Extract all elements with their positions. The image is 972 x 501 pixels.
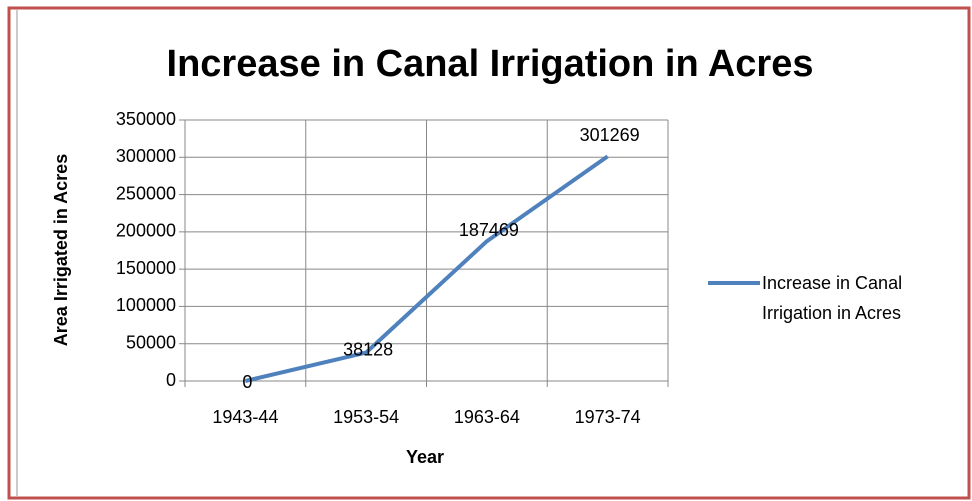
y-tick-label: 100000: [116, 295, 176, 315]
data-label: 187469: [459, 220, 519, 240]
y-tick-label: 150000: [116, 258, 176, 278]
y-tick-label: 0: [166, 370, 176, 390]
y-tick-label: 200000: [116, 221, 176, 241]
y-tick-label: 250000: [116, 183, 176, 203]
x-tick-label: 1973-74: [575, 407, 641, 427]
y-axis-label: Area Irrigated in Acres: [51, 154, 71, 346]
data-label: 38128: [343, 339, 393, 359]
data-label: 301269: [580, 125, 640, 145]
frame: [7, 6, 971, 500]
data-label: 0: [242, 372, 252, 392]
x-tick-label: 1963-64: [454, 407, 520, 427]
legend-label: Increase in Canal Irrigation in Acres: [762, 273, 903, 323]
y-tick-label: 300000: [116, 146, 176, 166]
y-tick-label: 50000: [126, 332, 176, 352]
x-tick-label: 1943-44: [212, 407, 278, 427]
chart-title: Increase in Canal Irrigation in Acres: [167, 43, 814, 85]
x-tick-label: 1953-54: [333, 407, 399, 427]
x-axis-label: Year: [406, 447, 444, 467]
y-tick-label: 350000: [116, 109, 176, 129]
series-line: [244, 154, 609, 383]
